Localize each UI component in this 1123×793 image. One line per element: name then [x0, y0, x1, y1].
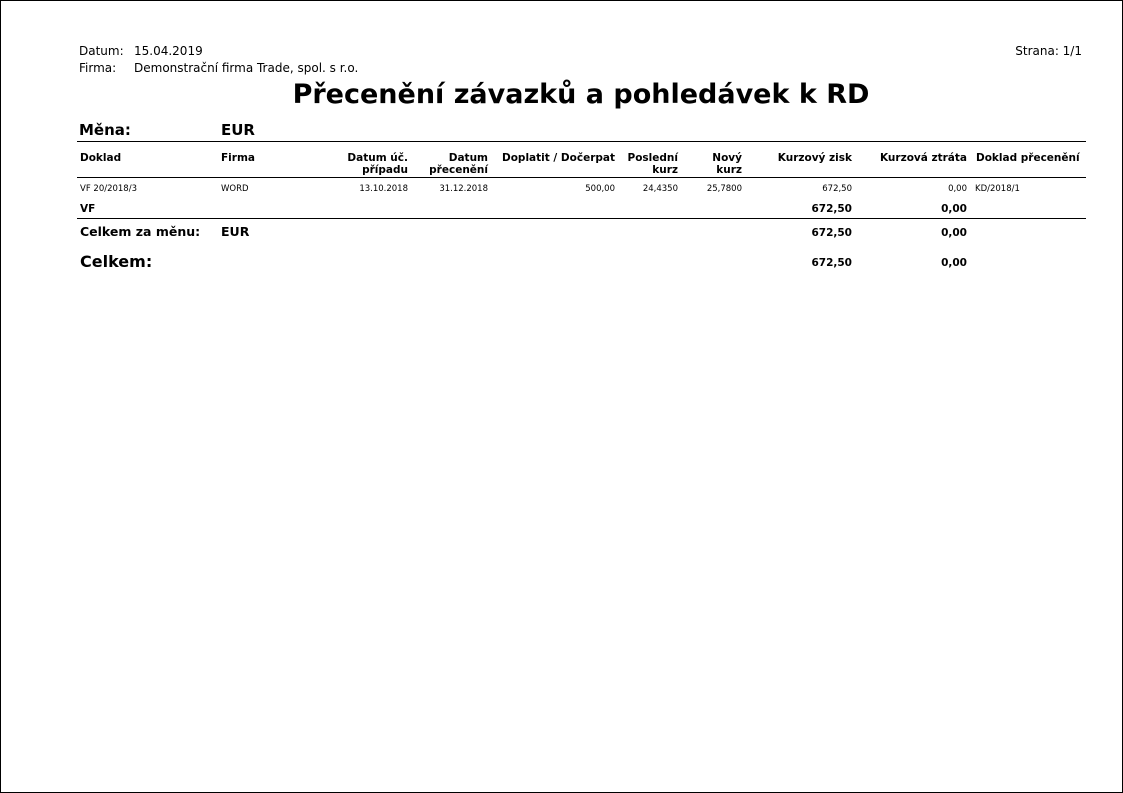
cell-datum-uc: 13.10.2018 [359, 184, 408, 194]
cell-doklad-prec: KD/2018/1 [975, 184, 1020, 194]
col-datum-prec-1: Datum [448, 152, 488, 164]
col-datum-uc-1: Datum úč. [347, 152, 408, 164]
divider [77, 218, 1086, 219]
date-label: Datum: [79, 44, 124, 58]
group-total-ztrata: 0,00 [941, 203, 967, 215]
date-value: 15.04.2019 [134, 44, 203, 58]
cell-zisk: 672,50 [822, 184, 852, 194]
group-total-zisk: 672,50 [811, 203, 852, 215]
col-posledni-2: kurz [652, 164, 678, 176]
grand-total-label: Celkem: [80, 252, 153, 271]
col-datum-prec-2: přecenění [429, 164, 488, 176]
col-novy-1: Nový [712, 152, 742, 164]
grand-total-ztrata: 0,00 [941, 257, 967, 269]
col-datum-uc-2: případu [362, 164, 408, 176]
col-ztrata: Kurzová ztráta [879, 152, 967, 164]
grand-total-zisk: 672,50 [811, 257, 852, 269]
cell-doklad: VF 20/2018/3 [80, 184, 137, 194]
cell-posledni-kurz: 24,4350 [642, 184, 678, 194]
company-label: Firma: [79, 61, 117, 75]
currency-total-currency: EUR [221, 224, 250, 239]
currency-total-ztrata: 0,00 [941, 227, 967, 239]
col-zisk: Kurzový zisk [777, 152, 852, 164]
col-doklad: Doklad [80, 152, 122, 164]
col-posledni-1: Poslední [627, 152, 678, 164]
col-novy-2: kurz [716, 164, 742, 176]
divider [77, 141, 1086, 142]
cell-datum-prec: 31.12.2018 [439, 184, 488, 194]
company-value: Demonstrační firma Trade, spol. s r.o. [134, 61, 359, 75]
page-number: Strana: 1/1 [1015, 44, 1082, 58]
report-title: Přecenění závazků a pohledávek k RD [292, 79, 870, 110]
cell-novy-kurz: 25,7800 [706, 184, 742, 194]
col-firma: Firma [221, 152, 255, 164]
group-total-label: VF [80, 203, 96, 215]
currency-total-zisk: 672,50 [811, 227, 852, 239]
cell-ztrata: 0,00 [948, 184, 967, 194]
cell-firma: WORD [221, 184, 249, 194]
col-doplatit: Doplatit / Dočerpat [502, 152, 615, 164]
currency-label: Měna: [79, 121, 131, 139]
divider [77, 177, 1086, 178]
currency-total-label: Celkem za měnu: [80, 224, 201, 239]
col-doklad-prec: Doklad přecenění [976, 152, 1080, 164]
currency-value: EUR [221, 121, 255, 139]
cell-doplatit: 500,00 [585, 184, 615, 194]
